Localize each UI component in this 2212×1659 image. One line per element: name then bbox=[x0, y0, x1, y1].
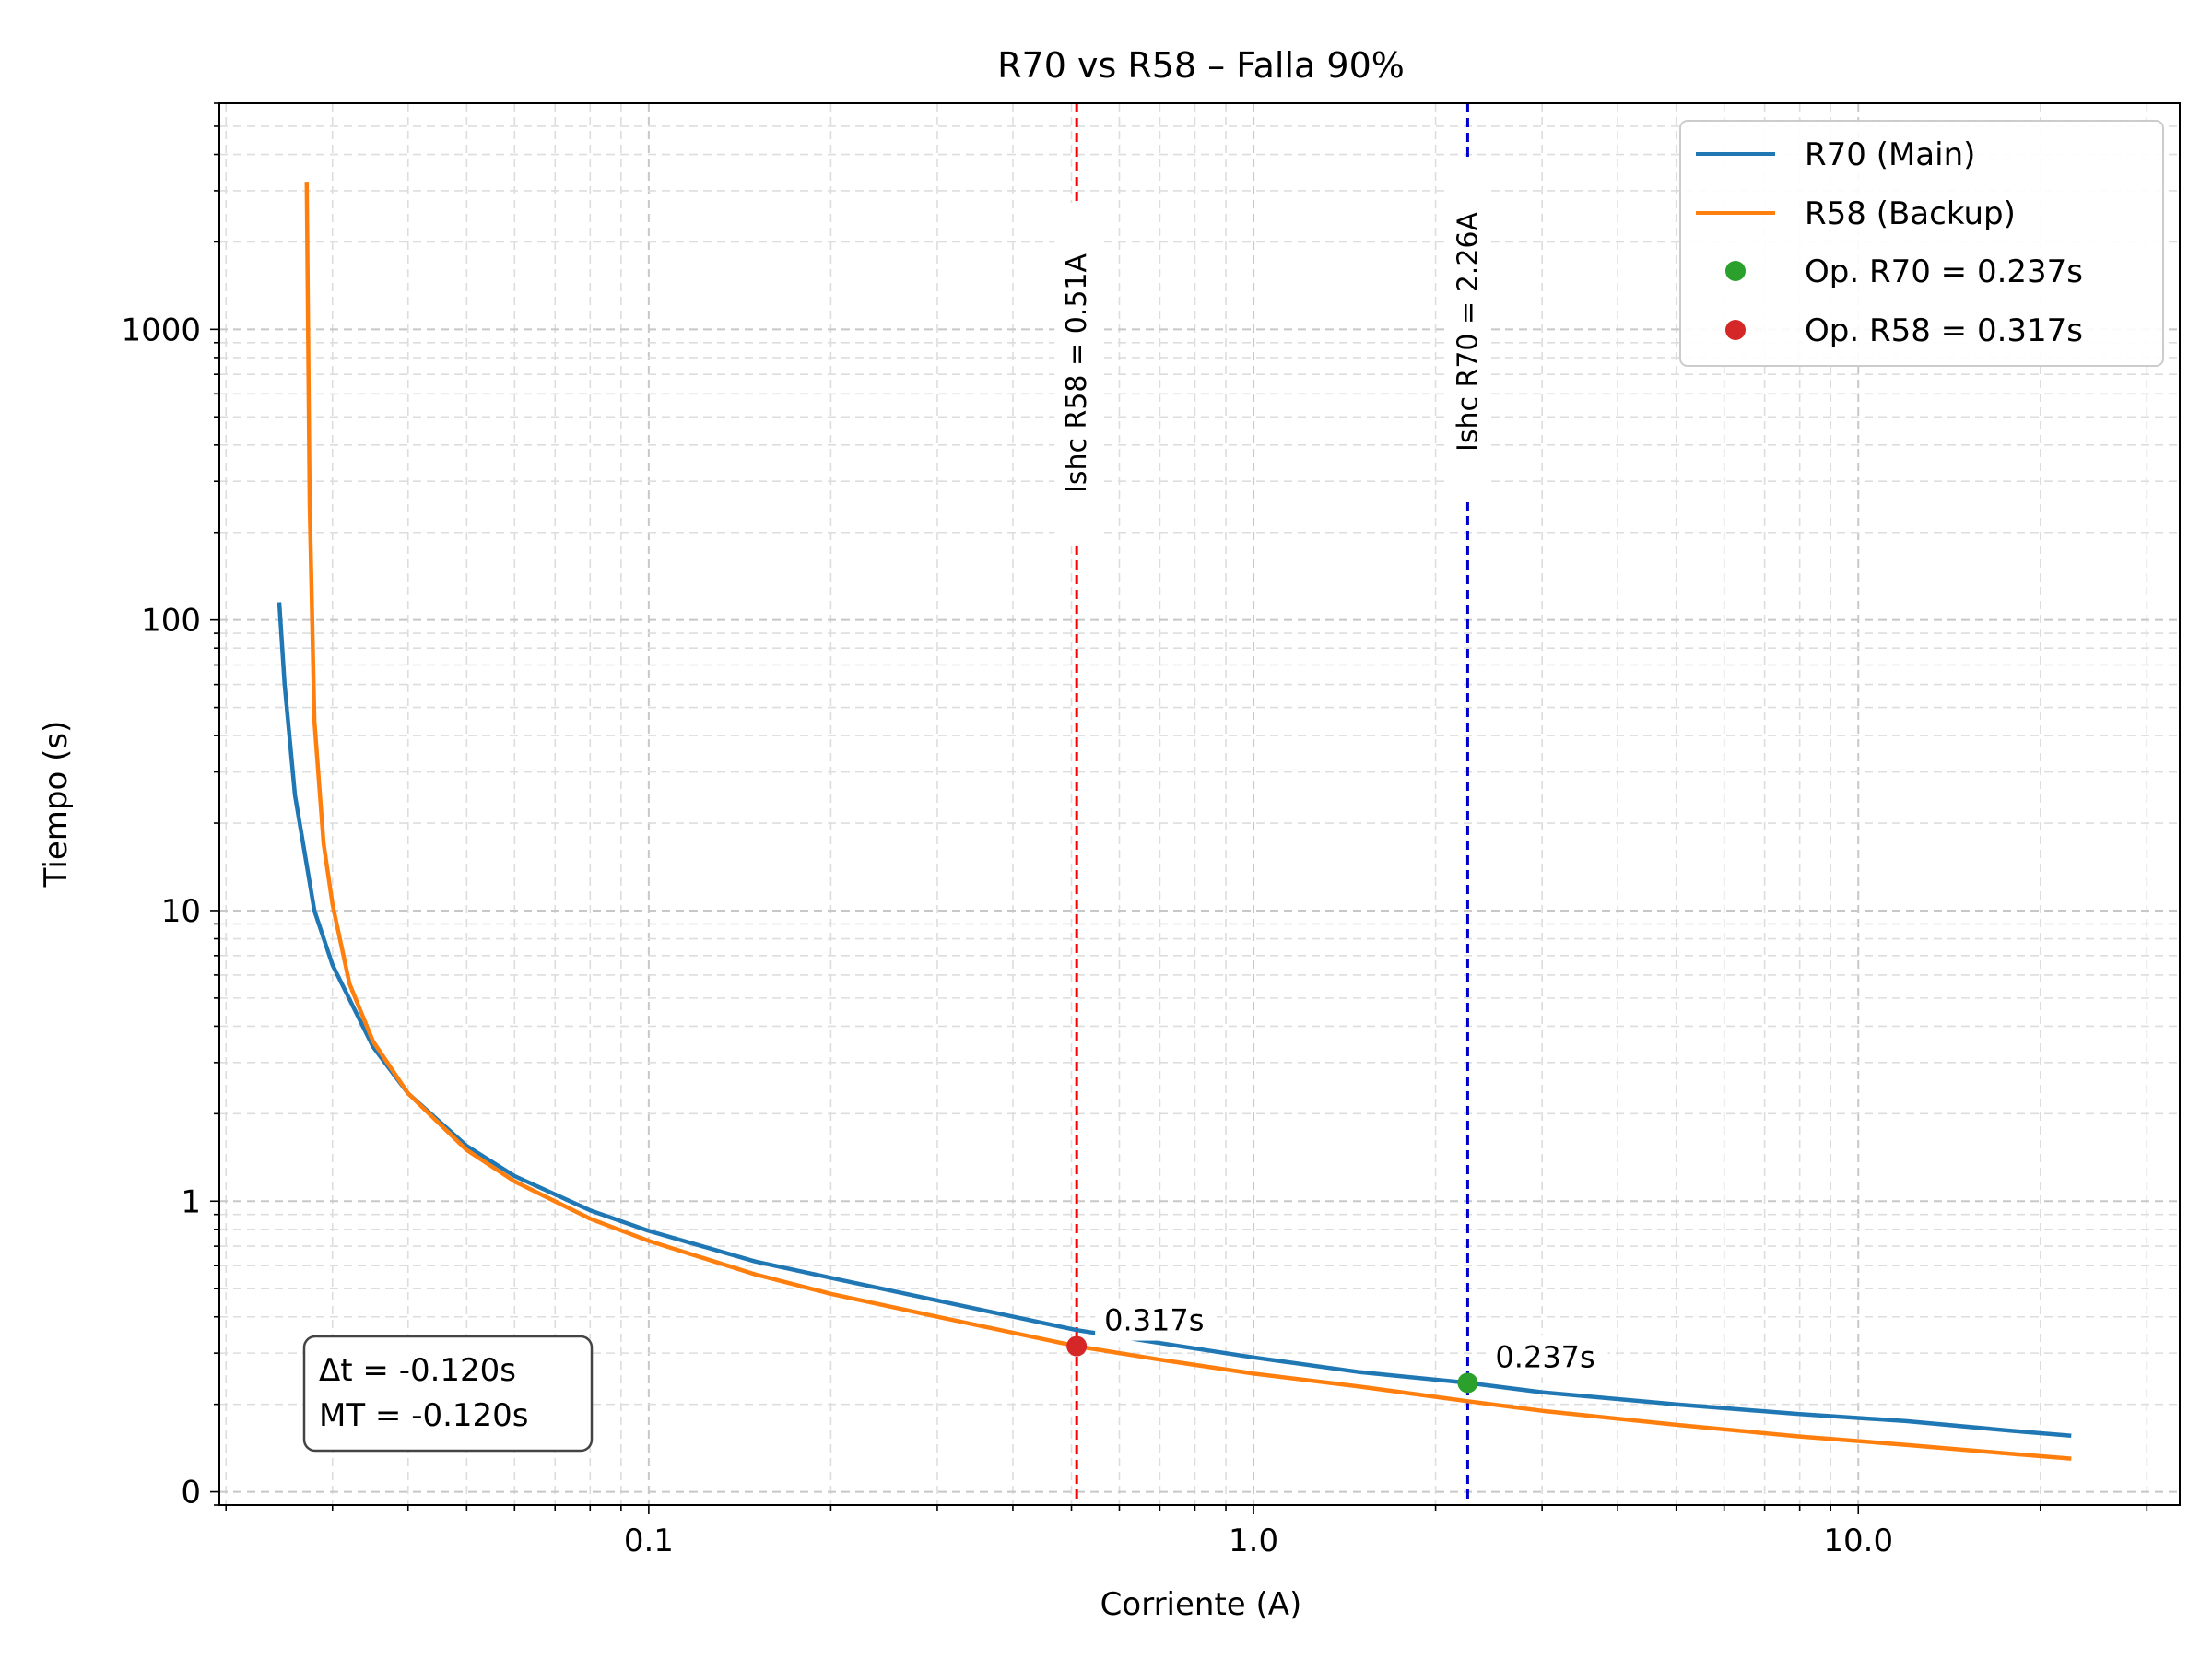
chart-title: R70 vs R58 – Falla 90% bbox=[997, 45, 1405, 86]
x-axis-label: Corriente (A) bbox=[1100, 1586, 1302, 1623]
info-box-line-2: MT = -0.120s bbox=[319, 1397, 529, 1434]
y-tick-label: 100 bbox=[141, 603, 201, 640]
y-tick-label: 10 bbox=[161, 893, 201, 930]
y-tick-label: 1000 bbox=[121, 312, 201, 348]
reference-label-1: Ishc R70 = 2.26A bbox=[1452, 211, 1484, 452]
legend-marker-op-r70 bbox=[1725, 261, 1746, 281]
reference-label-bg-0 bbox=[1054, 203, 1100, 544]
series-line-1 bbox=[304, 182, 2072, 1461]
operating-point-1 bbox=[1066, 1335, 1088, 1357]
axis-ticks: 0.1 1.0 10.0 0 1 10 100 1000 bbox=[121, 102, 2148, 1559]
legend-label-r70: R70 (Main) bbox=[1805, 136, 1975, 173]
reference-label-0: Ishc R58 = 0.51A bbox=[1061, 253, 1093, 493]
series-lines bbox=[276, 182, 2072, 1461]
y-tick-label: 0 bbox=[181, 1475, 201, 1512]
plot-frame bbox=[218, 102, 2181, 1506]
point-label-0: 0.237s bbox=[1495, 1339, 1594, 1374]
reference-label-bg-1 bbox=[1445, 161, 1490, 502]
y-tick-label: 1 bbox=[181, 1183, 201, 1220]
info-box: Δt = -0.120s MT = -0.120s bbox=[302, 1335, 594, 1453]
x-tick-label: 1.0 bbox=[1229, 1523, 1278, 1559]
legend-label-op-r70: Op. R70 = 0.237s bbox=[1805, 253, 2083, 290]
legend-marker-op-r58 bbox=[1725, 320, 1746, 340]
x-tick-label: 0.1 bbox=[624, 1523, 674, 1559]
point-label-bg-0 bbox=[1486, 1335, 1608, 1378]
legend-label-op-r58: Op. R58 = 0.317s bbox=[1805, 312, 2083, 349]
operating-points: 0.237s 0.317s bbox=[1066, 1298, 1608, 1394]
vertical-lines: Ishc R58 = 0.51A Ishc R70 = 2.26A bbox=[1054, 103, 1490, 1505]
x-tick-label: 10.0 bbox=[1823, 1523, 1893, 1559]
series-line-0 bbox=[276, 602, 2072, 1438]
legend: R70 (Main) R58 (Backup) Op. R70 = 0.237s… bbox=[1679, 120, 2164, 367]
legend-label-r58: R58 (Backup) bbox=[1805, 195, 2016, 232]
point-label-1: 0.317s bbox=[1104, 1303, 1204, 1338]
operating-point-0 bbox=[1457, 1372, 1478, 1394]
y-axis-label: Tiempo (s) bbox=[38, 721, 75, 888]
legend-frame bbox=[1679, 120, 2164, 367]
point-label-bg-1 bbox=[1095, 1298, 1218, 1341]
info-box-line-1: Δt = -0.120s bbox=[319, 1352, 516, 1389]
